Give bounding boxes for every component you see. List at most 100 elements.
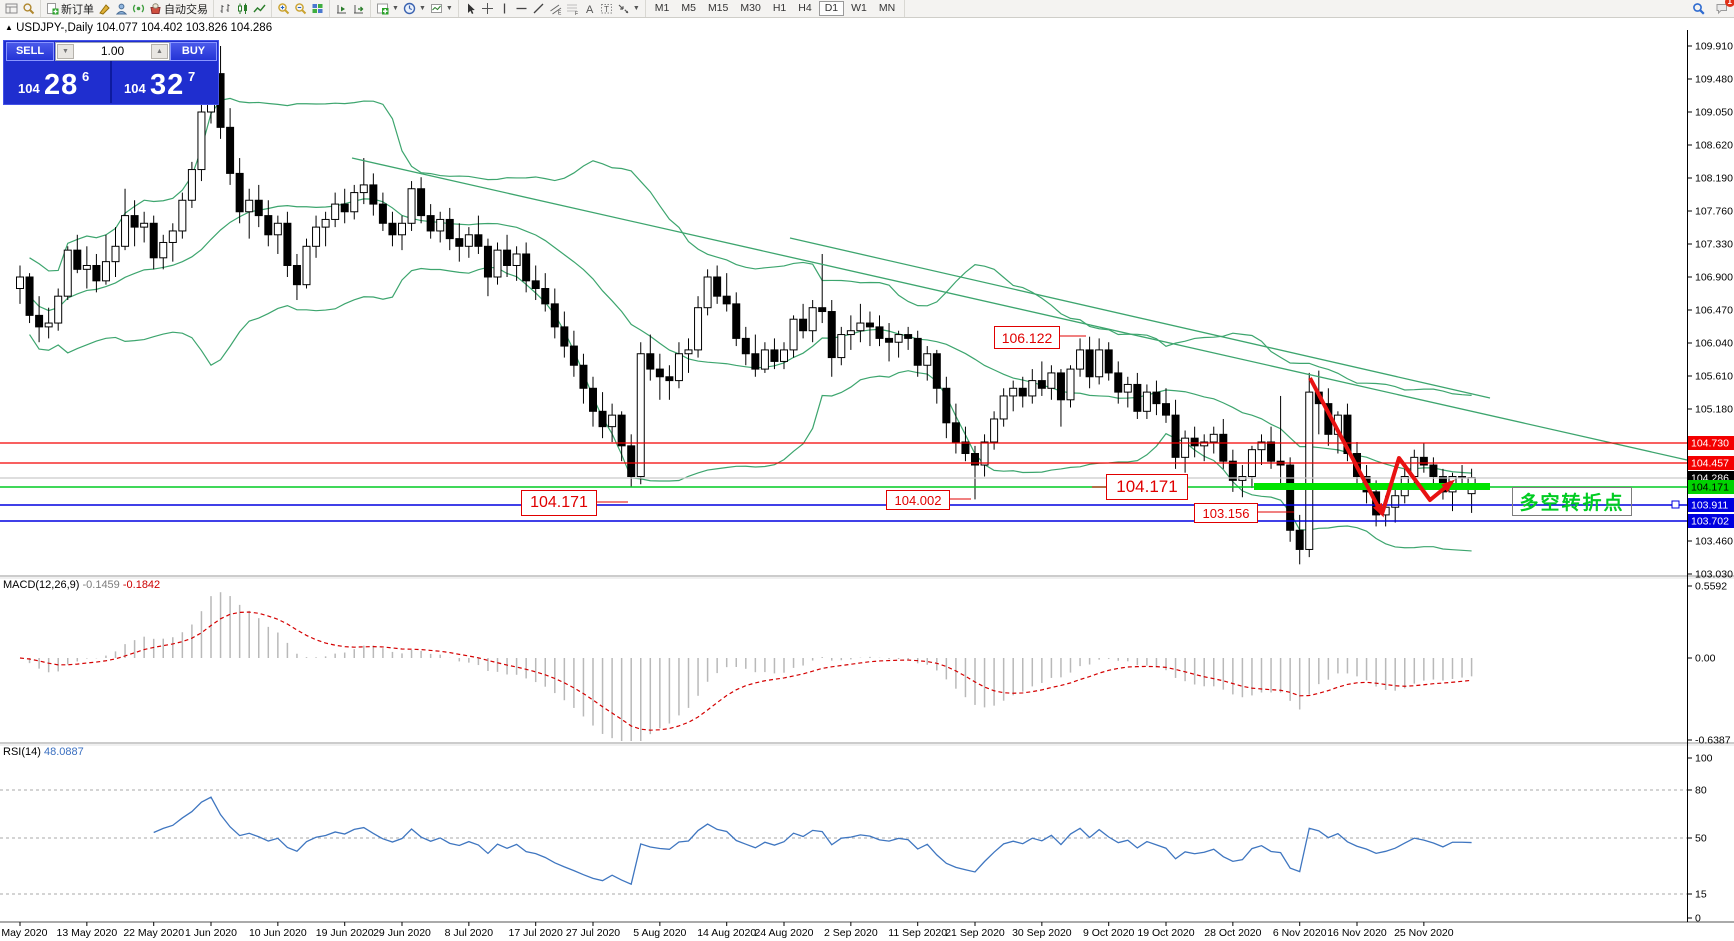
volume-input[interactable]: 1.00 [100,44,125,58]
chevron-down-icon[interactable]: ▼ [392,5,399,12]
toolbar-right-icons: 1 [1690,0,1734,16]
svg-text:25 Nov 2020: 25 Nov 2020 [1394,927,1454,939]
buy-price-panel[interactable]: 104 32 7 [112,61,218,103]
line-drag-handle[interactable] [1671,500,1680,509]
price-annotation-104.171[interactable]: 104.171 [521,490,597,516]
crosshair-button[interactable] [479,1,496,16]
svg-text:109.910: 109.910 [1695,41,1733,53]
svg-text:19 Jun 2020: 19 Jun 2020 [316,927,374,939]
top-toolbar: 新订单 自动交易 ▼ ▼ ▼ E F A T ▼ M1 M5 M15 M30 H1 H4 D1 W1 MN 1 [0,0,1734,18]
svg-text:15: 15 [1695,889,1707,901]
fibonacci-icon: F [567,4,578,15]
svg-text:13 May 2020: 13 May 2020 [56,927,117,939]
svg-text:F: F [575,11,578,15]
buy-price-handle: 104 [124,81,146,96]
horizontal-line-button[interactable] [513,1,530,16]
svg-text:1 Jun 2020: 1 Jun 2020 [185,927,237,939]
buy-button[interactable]: BUY [170,42,217,61]
rsi-indicator-label: RSI(14) 48.0887 [3,746,84,758]
signal-button[interactable] [130,1,147,16]
profile-button[interactable] [113,1,130,16]
equidistant-channel-icon: E [550,4,562,16]
candle-chart-button[interactable] [234,1,251,16]
timeframe-h4-button[interactable]: H4 [798,2,812,14]
sell-price-panel[interactable]: 104 28 6 [4,61,110,103]
price-annotation-104.171[interactable]: 104.171 [1106,474,1188,500]
trendline-object[interactable] [351,157,1688,461]
svg-text:E: E [558,11,562,16]
zoom-in-button[interactable] [275,1,292,16]
fibonacci-button[interactable]: F [564,1,581,16]
chevron-down-icon[interactable]: ▼ [445,5,453,12]
shift-end-icon [337,5,346,14]
text-label-button[interactable]: T [598,1,615,16]
timeframe-m15-button[interactable]: M15 [707,2,729,14]
timeframe-h1-button[interactable]: H1 [772,2,787,14]
magnifier-doc-button[interactable] [20,1,37,16]
price-annotation-104.002[interactable]: 104.002 [886,490,950,510]
timeframe-mn-button[interactable]: MN [878,2,896,14]
period-clock-button[interactable]: ▼ [401,1,428,16]
new-order-icon [47,3,59,15]
bar-chart-button[interactable] [217,1,234,16]
arrows-icon [618,4,629,14]
svg-text:103.030: 103.030 [1695,569,1733,581]
add-indicator-button[interactable]: ▼ [374,1,401,16]
search-button[interactable] [1690,1,1707,16]
price-annotation-103.156[interactable]: 103.156 [1194,503,1258,523]
trendline-object[interactable] [789,237,1491,399]
shift-end-button[interactable] [333,1,350,16]
auto-trading-button[interactable]: 自动交易 [147,1,210,16]
toolbar-group [214,0,272,17]
ohlc-values: 104.077 104.402 103.826 104.286 [96,22,273,34]
macd-pane: 0.5592 0.00 -0.6387 [19,581,1731,747]
timeframe-w1-button[interactable]: W1 [851,2,867,14]
chat-button[interactable]: 1 [1713,0,1734,16]
timeframe-m5-button[interactable]: M5 [681,2,696,14]
one-click-trading-panel: SELL ▼ 1.00 ▲ BUY 104 28 6 104 32 7 [3,40,219,105]
svg-text:19 Oct 2020: 19 Oct 2020 [1137,927,1194,939]
trend-arrow-object[interactable] [1308,377,1384,518]
auto-trading-icon [150,3,161,14]
chevron-down-icon[interactable]: ▼ [632,5,640,12]
template-button[interactable]: ▼ [428,1,455,16]
collapse-arrow-icon[interactable]: ▲ [5,23,13,32]
svg-text:0.5592: 0.5592 [1695,581,1727,593]
svg-text:A: A [586,4,594,15]
new-order-button[interactable]: 新订单 [44,1,96,16]
zoom-out-button[interactable] [292,1,309,16]
zoom-out-icon [295,3,307,15]
vertical-line-button[interactable] [496,1,513,16]
volume-increase-button[interactable]: ▲ [151,44,168,59]
support-highlight-bar[interactable] [1254,483,1490,490]
cursor-button[interactable] [462,1,479,16]
trend-arrow-object[interactable] [1380,456,1456,515]
chevron-down-icon[interactable]: ▼ [418,5,426,12]
trendline-button[interactable] [530,1,547,16]
svg-text:17 Jul 2020: 17 Jul 2020 [509,927,563,939]
panel-grid-button[interactable] [3,1,20,16]
panel-divider [110,61,112,103]
text-button[interactable]: A [581,1,598,16]
tile-windows-button[interactable] [309,1,326,16]
timeframe-d1-button[interactable]: D1 [818,1,845,16]
volume-decrease-button[interactable]: ▼ [57,44,74,59]
svg-text:103.702: 103.702 [1691,516,1729,528]
equidistant-channel-button[interactable]: E [547,1,564,16]
svg-text:0.00: 0.00 [1695,653,1716,665]
svg-text:105.610: 105.610 [1695,371,1733,383]
auto-scroll-button[interactable] [350,1,367,16]
turning-point-note[interactable]: 多空转折点 [1512,487,1632,516]
timeframe-m30-button[interactable]: M30 [740,2,761,14]
arrows-button[interactable]: ▼ [615,1,642,16]
toolbar-group [0,0,41,17]
crosshair-icon [481,3,493,14]
timeframe-m1-button[interactable]: M1 [654,2,670,14]
styler-brush-button[interactable] [96,1,113,16]
sell-button[interactable]: SELL [6,42,54,61]
line-chart-button[interactable] [251,1,268,16]
price-annotation-106.122[interactable]: 106.122 [994,326,1060,349]
rsi-pane: 100 80 50 15 0 [0,753,1713,925]
svg-text:50: 50 [1695,833,1707,845]
